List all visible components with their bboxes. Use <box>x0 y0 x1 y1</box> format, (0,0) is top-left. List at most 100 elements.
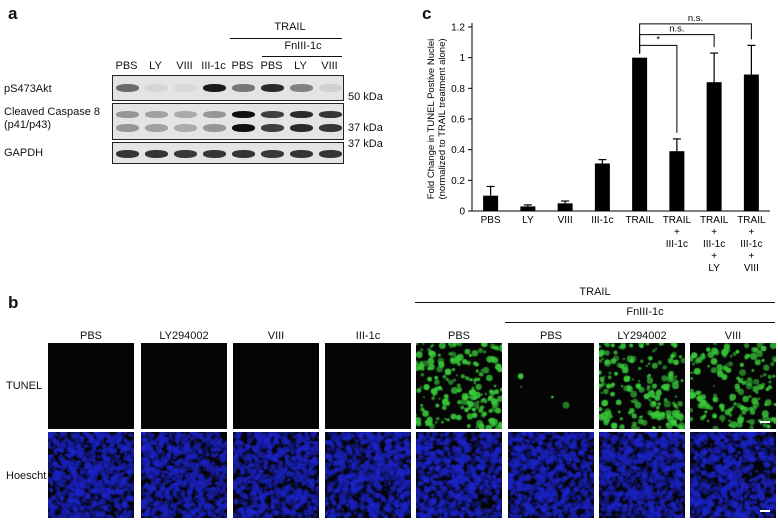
tunel-micrograph <box>416 343 502 429</box>
wb-band <box>203 111 226 118</box>
x-tick-label: LY <box>522 215 534 226</box>
micro-fniii-line <box>505 322 775 323</box>
wb-band <box>174 111 197 118</box>
wb-band <box>261 84 284 92</box>
micrograph-canvas <box>325 432 411 518</box>
wb-band <box>290 84 313 92</box>
wb-label-caspase-line: Cleaved Caspase 8 <box>4 106 101 118</box>
y-axis-label: Fold Change in TUNEL Postive Nuclei(norm… <box>426 38 448 199</box>
wb-band <box>116 84 139 92</box>
micrograph-canvas <box>325 343 411 429</box>
row-label-hoechst: Hoescht <box>6 470 47 482</box>
wb-band <box>145 111 168 118</box>
wb-fniii-header: FnIII-1c <box>284 40 322 52</box>
hoechst-micrograph <box>141 432 227 518</box>
panel-c-letter: c <box>422 4 432 23</box>
wb-band <box>261 111 284 118</box>
bar <box>706 82 722 211</box>
wb-band <box>319 150 342 158</box>
micro-trail-line <box>415 302 775 303</box>
x-tick-label-line: + <box>674 227 680 238</box>
wb-band <box>319 124 342 132</box>
y-tick-label: 0.6 <box>451 115 465 126</box>
x-tick-label: TRAIL + III-1c <box>663 215 692 250</box>
bar <box>483 195 499 211</box>
wb-label-caspase: Cleaved Caspase 8 (p41/p43) <box>4 106 109 132</box>
x-tick-label: TRAIL + III-1c + LY <box>700 215 729 274</box>
wb-lane-label: PBS <box>115 60 138 72</box>
wb-lane-label: VIII <box>176 60 193 72</box>
wb-band <box>145 150 168 158</box>
wb-band <box>145 124 168 132</box>
wb-band <box>145 84 168 92</box>
scale-bar <box>760 510 770 512</box>
significance-label: * <box>656 34 660 45</box>
wb-lane-label: PBS <box>231 60 254 72</box>
micrograph-canvas <box>48 343 134 429</box>
hoechst-micrograph <box>690 432 776 518</box>
bar <box>632 57 648 211</box>
x-tick-label: III-1c <box>591 215 613 226</box>
micro-column-label: PBS <box>539 330 562 342</box>
micrograph-canvas <box>233 343 319 429</box>
wb-lane-label: LY <box>149 60 162 72</box>
wb-band <box>203 150 226 158</box>
x-tick-label-line: + <box>748 251 754 262</box>
wb-band <box>232 84 255 92</box>
micro-column-label: VIII <box>267 330 285 342</box>
wb-band <box>261 150 284 158</box>
x-tick-label-line: VIII <box>744 263 759 274</box>
wb-band <box>203 124 226 132</box>
wb-label-pakt: pS473Akt <box>4 83 52 95</box>
x-tick-label-line: III-1c <box>666 239 688 250</box>
x-tick-label-line: LY <box>708 263 720 274</box>
significance-label: n.s. <box>669 24 684 35</box>
micrograph-canvas <box>141 432 227 518</box>
wb-band <box>290 150 313 158</box>
micrograph-canvas <box>416 432 502 518</box>
x-tick-label-line: PBS <box>481 215 501 226</box>
micrograph-canvas <box>416 343 502 429</box>
wb-label-caspase-line: (p41/p43) <box>4 119 52 131</box>
micrograph-canvas <box>599 432 685 518</box>
y-tick-label: 1.2 <box>451 23 465 34</box>
wb-trail-line <box>230 38 342 39</box>
tunel-micrograph <box>233 343 319 429</box>
tunel-micrograph <box>690 343 776 429</box>
wb-band <box>232 150 255 158</box>
micrograph-canvas <box>508 343 594 429</box>
x-tick-label-line: III-1c <box>740 239 762 250</box>
wb-lane-label: LY <box>294 60 307 72</box>
bar <box>743 74 759 212</box>
scale-bar <box>760 421 770 423</box>
micro-column-label: PBS <box>447 330 470 342</box>
bar <box>557 203 573 211</box>
wb-label-gapdh: GAPDH <box>4 147 44 159</box>
panel-a-letter: a <box>8 4 18 23</box>
x-tick-label: TRAIL <box>625 215 654 226</box>
x-tick-label-line: III-1c <box>591 215 613 226</box>
micro-column-label: LY294002 <box>617 330 667 342</box>
wb-trail-header: TRAIL <box>274 21 306 33</box>
x-tick-label-line: + <box>711 227 717 238</box>
wb-band <box>319 84 342 92</box>
wb-band <box>174 124 197 132</box>
row-label-tunel: TUNEL <box>6 380 43 392</box>
micro-column-label: III-1c <box>355 330 381 342</box>
significance-label: n.s. <box>688 13 703 24</box>
wb-band <box>232 111 255 118</box>
y-axis-label-line: (normalized to TRAIL treatment alone) <box>437 38 448 199</box>
bar <box>594 163 610 211</box>
x-tick-label-line: LY <box>522 215 534 226</box>
wb-lane-label: PBS <box>260 60 283 72</box>
tunel-micrograph <box>141 343 227 429</box>
x-tick-label-line: III-1c <box>703 239 725 250</box>
micro-trail-header: TRAIL <box>579 286 611 298</box>
blot-pakt <box>112 75 344 101</box>
x-tick-label-line: TRAIL <box>737 215 766 226</box>
kda-marker-37-caspase: 37 kDa <box>348 122 383 134</box>
wb-band <box>174 150 197 158</box>
hoechst-micrograph <box>599 432 685 518</box>
bar <box>669 151 685 211</box>
